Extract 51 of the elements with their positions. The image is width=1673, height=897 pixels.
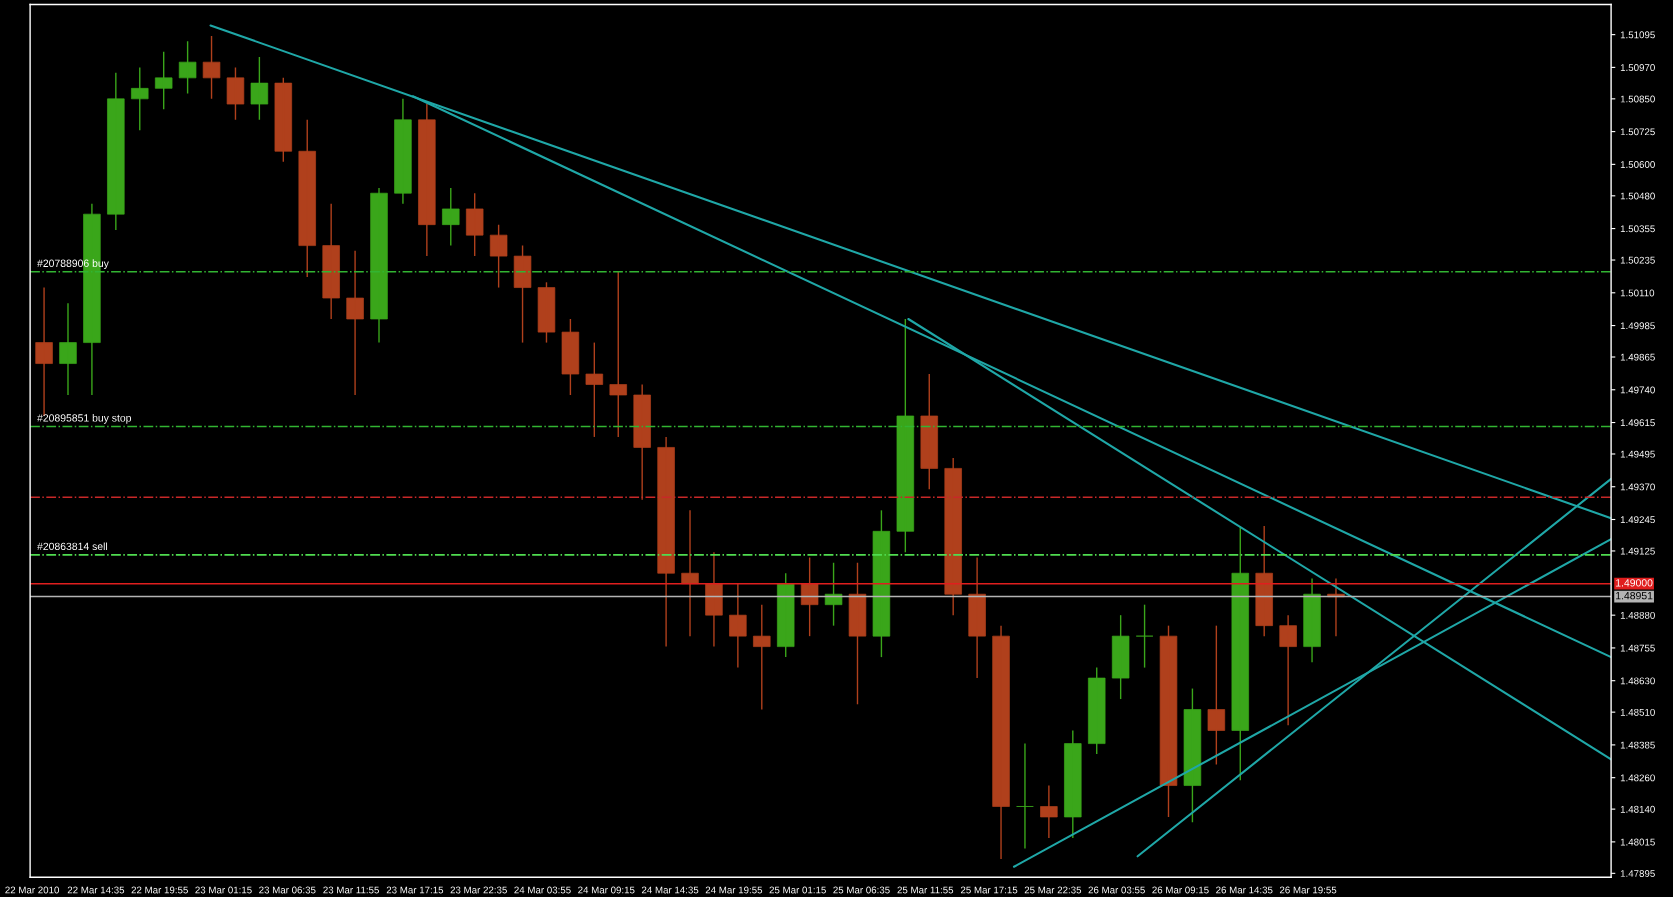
x-tick-label: 23 Mar 01:15: [195, 886, 252, 894]
y-tick-label: 1.49125: [1620, 547, 1655, 555]
y-tick-label: 1.50480: [1620, 192, 1655, 200]
x-tick-label: 22 Mar 14:35: [67, 886, 125, 894]
ref-line-label: 1.49000: [1616, 579, 1653, 587]
x-tick-label: 25 Mar 17:15: [960, 886, 1018, 894]
x-tick-label: 23 Mar 11:55: [323, 886, 379, 894]
x-tick-label: 25 Mar 11:55: [897, 886, 954, 894]
x-tick-label: 23 Mar 22:35: [450, 886, 507, 894]
x-tick-label: 26 Mar 14:35: [1216, 886, 1273, 894]
y-tick-label: 1.49865: [1620, 353, 1655, 361]
y-tick-label: 1.49495: [1620, 450, 1655, 458]
x-tick-label: 26 Mar 19:55: [1279, 886, 1337, 894]
x-tick-label: 26 Mar 09:15: [1152, 886, 1209, 894]
x-tick-label: 24 Mar 14:35: [641, 886, 699, 894]
x-tick-label: 24 Mar 09:15: [578, 886, 635, 894]
x-tick-label: 25 Mar 01:15: [769, 886, 826, 894]
y-tick-label: 1.48880: [1620, 611, 1655, 619]
y-tick-label: 1.49740: [1620, 386, 1655, 394]
x-tick-label: 25 Mar 22:35: [1024, 886, 1082, 894]
y-tick-label: 1.51095: [1620, 31, 1655, 39]
y-tick-label: 1.47895: [1620, 870, 1655, 877]
y-tick-label: 1.50355: [1620, 225, 1655, 233]
y-tick-label: 1.48385: [1620, 741, 1655, 749]
y-tick-label: 1.48140: [1620, 805, 1655, 813]
y-tick-label: 1.50235: [1620, 256, 1655, 264]
ref-line-label: #20895851 buy stop: [37, 413, 132, 424]
x-tick-label: 22 Mar 19:55: [131, 886, 188, 894]
y-tick-label: 1.48015: [1620, 838, 1655, 846]
y-tick-label: 1.49615: [1620, 419, 1655, 427]
x-tick-label: 26 Mar 03:55: [1088, 886, 1145, 894]
x-tick-label: 24 Mar 19:55: [705, 886, 763, 894]
y-tick-label: 1.48630: [1620, 677, 1655, 685]
y-tick-label: 1.50850: [1620, 95, 1655, 103]
y-tick-label: 1.48510: [1620, 708, 1655, 716]
y-tick-label: 1.48260: [1620, 774, 1655, 782]
ref-line-label: #20863814 sell: [37, 542, 108, 551]
y-tick-label: 1.50110: [1620, 289, 1655, 297]
x-tick-label: 22 Mar 2010: [5, 886, 60, 894]
y-tick-label: 1.48755: [1620, 644, 1655, 652]
x-tick-label: 23 Mar 17:15: [386, 886, 444, 894]
x-tick-label: 25 Mar 06:35: [833, 886, 890, 894]
x-tick-label: 23 Mar 06:35: [259, 886, 316, 894]
y-tick-label: 1.49245: [1620, 516, 1655, 524]
y-tick-label: 1.50970: [1620, 64, 1655, 72]
ref-line-label: 1.48951: [1616, 591, 1653, 600]
x-tick-label: 24 Mar 03:55: [514, 886, 571, 894]
y-tick-label: 1.50725: [1620, 128, 1655, 136]
y-tick-label: 1.49370: [1620, 483, 1655, 491]
y-tick-label: 1.50600: [1620, 161, 1655, 168]
y-tick-label: 1.49985: [1620, 322, 1655, 330]
